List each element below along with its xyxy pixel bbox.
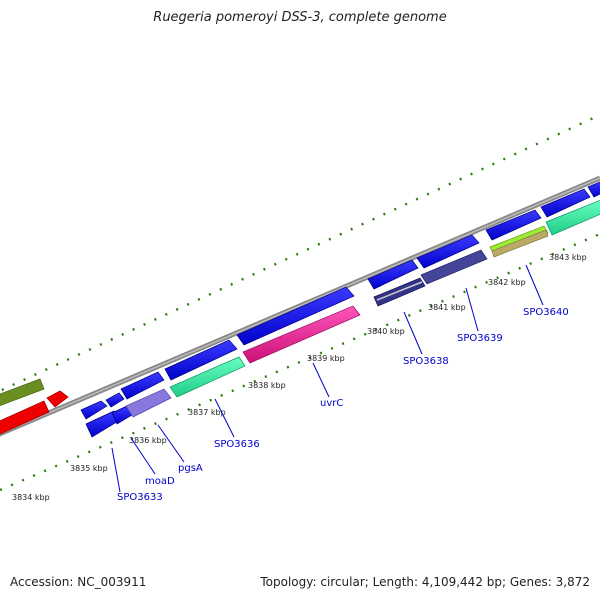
- gene-label-spo3638[interactable]: SPO3638: [403, 356, 449, 367]
- gene-label-pgsa[interactable]: pgsA: [178, 463, 203, 474]
- gene-label-spo3636[interactable]: SPO3636: [214, 439, 260, 450]
- tick-label: 3840 kbp: [367, 327, 405, 336]
- gene-arrow[interactable]: [120, 371, 165, 400]
- gene-label-spo3640[interactable]: SPO3640: [523, 307, 569, 318]
- gene-arrow[interactable]: [416, 234, 480, 269]
- feature-red[interactable]: [0, 390, 69, 435]
- tick-label: 3839 kbp: [307, 354, 345, 363]
- feature-olive[interactable]: [0, 378, 45, 407]
- gene-label-spo3633[interactable]: SPO3633: [117, 492, 163, 503]
- gene-label-leaders: [111, 264, 544, 493]
- genome-summary: Topology: circular; Length: 4,109,442 bp…: [260, 575, 590, 589]
- tick-label: 3834 kbp: [12, 493, 50, 502]
- backbone: [0, 175, 600, 437]
- tick-label: 3841 kbp: [428, 303, 466, 312]
- gene-arrow[interactable]: [236, 286, 355, 346]
- gene-arrow[interactable]: [80, 400, 108, 420]
- gene-spo3639[interactable]: [420, 249, 488, 285]
- accession-label: Accession: NC_003911: [10, 575, 147, 589]
- tick-label: 3836 kbp: [129, 436, 167, 445]
- gene-arrow[interactable]: [164, 339, 238, 381]
- tick-label: 3837 kbp: [188, 408, 226, 417]
- gene-labels: SPO3633 moaD pgsA SPO3636 uvrC SPO3638 S…: [117, 307, 569, 503]
- gene-arrow[interactable]: [545, 200, 600, 236]
- gene-spo3636[interactable]: [169, 356, 246, 398]
- gene-arrow[interactable]: [105, 392, 125, 408]
- gene-pgsa[interactable]: [125, 388, 172, 418]
- gene-label-moad[interactable]: moaD: [145, 476, 175, 487]
- gene-label-uvrc[interactable]: uvrC: [320, 398, 343, 409]
- outer-tick-track: [0, 113, 600, 393]
- map-title: Ruegeria pomeroyi DSS-3, complete genome: [153, 10, 447, 25]
- gene-arrow[interactable]: [587, 181, 600, 198]
- tick-labels: 3834 kbp 3835 kbp 3836 kbp 3837 kbp 3838…: [12, 253, 587, 502]
- gene-uvrc[interactable]: [242, 305, 361, 364]
- tick-label: 3835 kbp: [70, 464, 108, 473]
- gene-spo3638[interactable]: [373, 277, 426, 307]
- gene-arrow[interactable]: [485, 209, 542, 241]
- gene-arrow[interactable]: [367, 259, 419, 290]
- inner-tick-track: [0, 232, 600, 492]
- gene-label-spo3639[interactable]: SPO3639: [457, 333, 503, 344]
- tick-label: 3843 kbp: [549, 253, 587, 262]
- forward-strand-genes: [80, 181, 600, 420]
- tick-label: 3842 kbp: [488, 278, 526, 287]
- reverse-strand-genes: [85, 200, 600, 438]
- gene-arrow[interactable]: [540, 188, 591, 218]
- tick-label: 3838 kbp: [248, 381, 286, 390]
